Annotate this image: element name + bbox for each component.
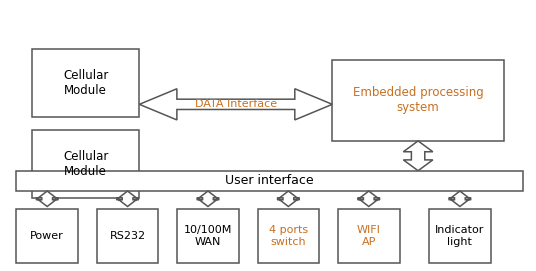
Polygon shape: [139, 89, 332, 120]
Text: Cellular
Module: Cellular Module: [63, 150, 108, 178]
Text: RS232: RS232: [109, 231, 146, 241]
Text: Indicator
light: Indicator light: [435, 225, 485, 247]
Polygon shape: [358, 191, 380, 207]
Bar: [16, 171, 523, 191]
Polygon shape: [197, 191, 219, 207]
Bar: [429, 209, 491, 263]
Bar: [332, 60, 504, 141]
Polygon shape: [277, 191, 300, 207]
Polygon shape: [449, 191, 471, 207]
Text: 4 ports
switch: 4 ports switch: [269, 225, 308, 247]
Bar: [32, 130, 139, 198]
Bar: [177, 209, 239, 263]
Bar: [32, 49, 139, 117]
Bar: [338, 209, 399, 263]
Bar: [96, 209, 158, 263]
Polygon shape: [36, 191, 58, 207]
Text: Embedded processing
system: Embedded processing system: [353, 86, 483, 114]
Polygon shape: [404, 141, 433, 171]
Bar: [257, 209, 319, 263]
Text: Cellular
Module: Cellular Module: [63, 69, 108, 97]
Bar: [16, 209, 78, 263]
Text: User interface: User interface: [225, 175, 314, 187]
Text: WIFI
AP: WIFI AP: [357, 225, 381, 247]
Text: 10/100M
WAN: 10/100M WAN: [184, 225, 232, 247]
Polygon shape: [116, 191, 139, 207]
Text: Power: Power: [31, 231, 64, 241]
Text: DATA Interface: DATA Interface: [195, 99, 277, 109]
